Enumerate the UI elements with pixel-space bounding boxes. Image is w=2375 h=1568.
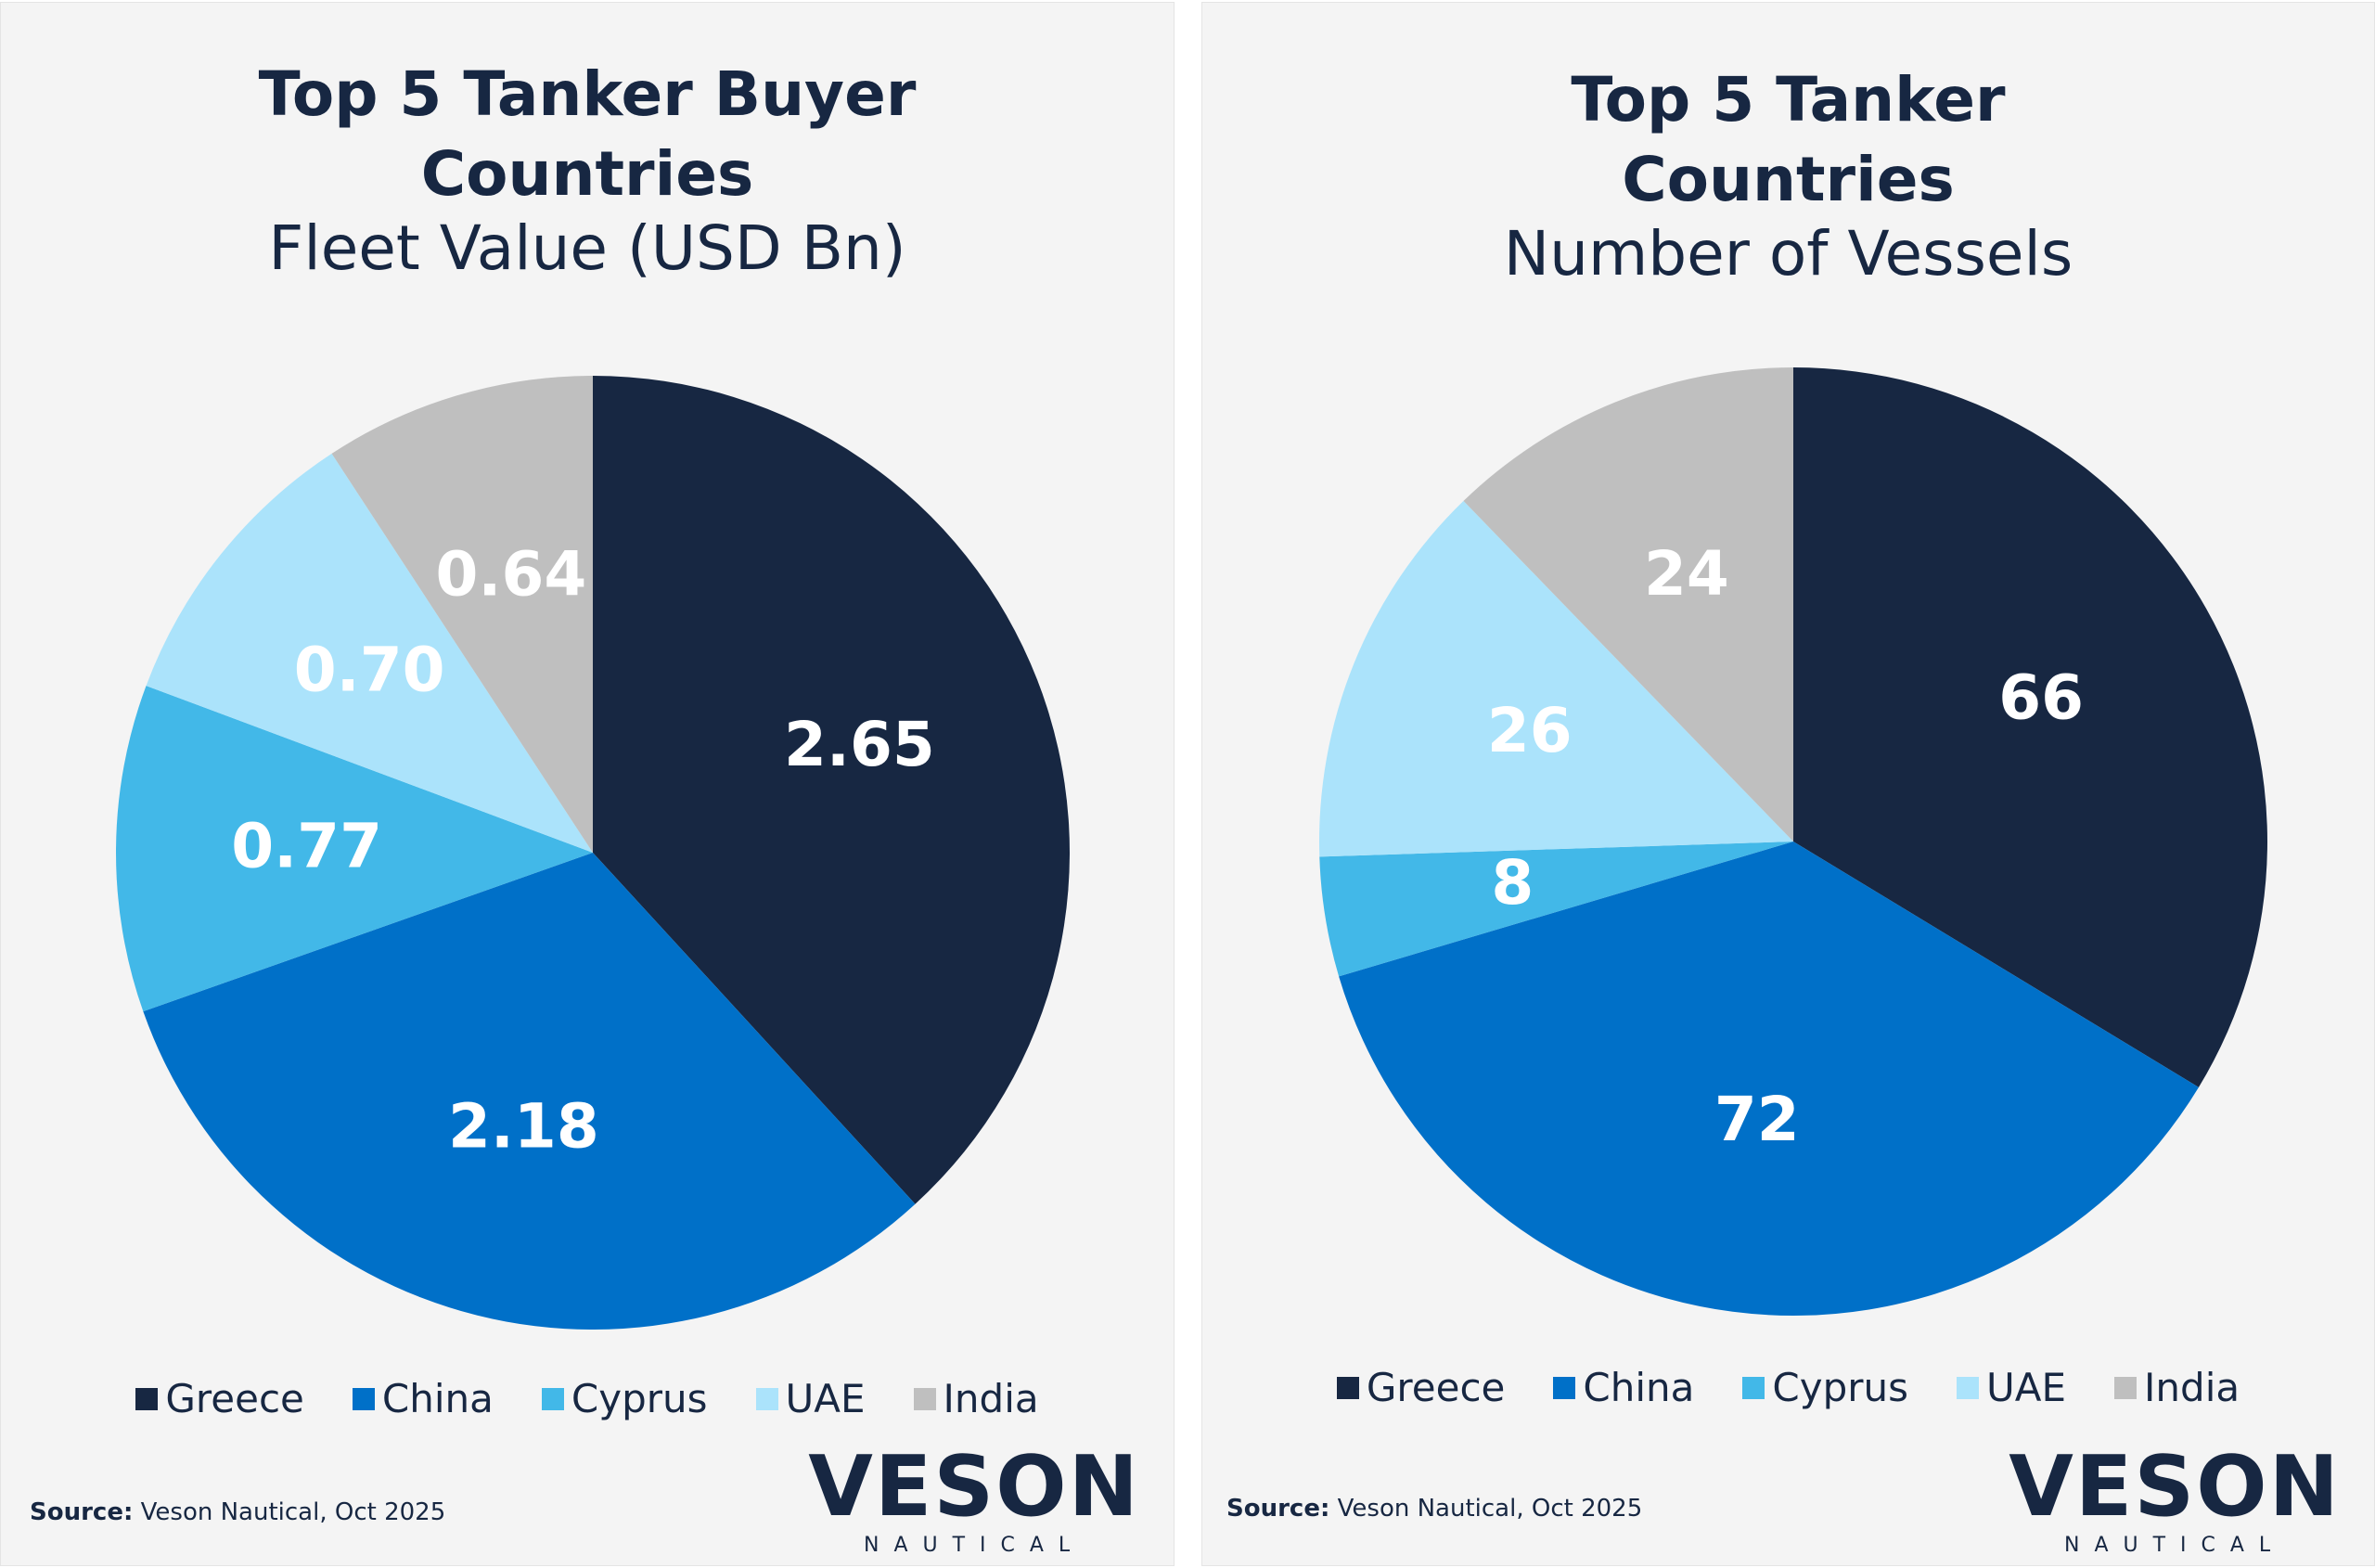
- pie-slice: [1319, 500, 1793, 857]
- slice-label: 24: [1644, 538, 1729, 610]
- slice-label: 0.70: [294, 634, 445, 705]
- source-text: Veson Nautical, Oct 2025: [1337, 1495, 1643, 1523]
- legend-swatch: [1742, 1376, 1765, 1399]
- legend: Greece China Cyprus UAE India: [1202, 1365, 2374, 1410]
- legend-swatch: [541, 1387, 564, 1410]
- legend-label: Cyprus: [571, 1376, 708, 1421]
- legend-item: China: [352, 1376, 494, 1421]
- source-note: Source: Veson Nautical, Oct 2025: [1226, 1495, 1642, 1523]
- pie-slice: [116, 686, 593, 1012]
- slice-label: 66: [1998, 662, 2084, 734]
- legend-label: UAE: [785, 1376, 866, 1421]
- legend-swatch: [1336, 1376, 1359, 1399]
- legend-swatch: [2114, 1376, 2138, 1399]
- chart-title: Top 5 Tanker Buyer Countries: [258, 58, 917, 210]
- chart-subtitle: Number of Vessels: [1503, 218, 2073, 289]
- legend-swatch: [755, 1387, 778, 1410]
- source-text: Veson Nautical, Oct 2025: [140, 1498, 446, 1526]
- legend-swatch: [135, 1387, 159, 1410]
- chart-panel: 66 72 8 26 24 Top 5 Tanker Countries Number of…: [1201, 2, 2375, 1566]
- legend-label: China: [1583, 1365, 1695, 1410]
- pie-slice: [1793, 367, 2267, 1087]
- chart-panel: 2.65 2.18 0.77 0.70 0.64 Top 5 Tanker Buyer C…: [0, 2, 1175, 1566]
- legend: Greece China Cyprus UAE India: [1, 1376, 1174, 1421]
- pie-slice: [593, 376, 1071, 1204]
- legend-label: India: [2144, 1365, 2240, 1410]
- logo-name: VESON: [2009, 1438, 2341, 1536]
- logo: VESON NAUTICAL: [808, 1438, 1140, 1558]
- legend-item: India: [913, 1376, 1039, 1421]
- pie-slice: [331, 376, 593, 853]
- slice-label: 8: [1491, 847, 1534, 919]
- logo-tagline: NAUTICAL: [863, 1534, 1085, 1557]
- legend-item: India: [2114, 1365, 2240, 1410]
- slice-label: 72: [1714, 1084, 1800, 1155]
- slice-label: 26: [1487, 695, 1573, 766]
- legend-item: UAE: [1957, 1365, 2066, 1410]
- source-label: Source:: [30, 1498, 134, 1526]
- legend-label: UAE: [1986, 1365, 2067, 1410]
- legend-label: Greece: [165, 1376, 304, 1421]
- legend-swatch: [1553, 1376, 1576, 1399]
- legend-item: Cyprus: [541, 1376, 708, 1421]
- legend-swatch: [352, 1387, 375, 1410]
- legend-label: Cyprus: [1772, 1365, 1909, 1410]
- legend-label: Greece: [1366, 1365, 1506, 1410]
- source-label: Source:: [1226, 1495, 1330, 1523]
- slice-label: 0.77: [231, 810, 382, 881]
- legend-item: Greece: [135, 1376, 304, 1421]
- pie-slice: [1463, 367, 1793, 842]
- pie-chart: 66 72 8 26 24: [1319, 367, 2267, 1316]
- legend-swatch: [1957, 1376, 1980, 1399]
- legend-item: Cyprus: [1742, 1365, 1908, 1410]
- logo-tagline: NAUTICAL: [2063, 1534, 2286, 1557]
- pie-chart: 2.65 2.18 0.77 0.70 0.64: [116, 376, 1071, 1330]
- legend-label: China: [381, 1376, 494, 1421]
- legend-label: India: [943, 1376, 1039, 1421]
- legend-swatch: [913, 1387, 936, 1410]
- logo-name: VESON: [808, 1438, 1140, 1536]
- chart-subtitle: Fleet Value (USD Bn): [268, 212, 906, 284]
- pie-slice: [1319, 842, 1793, 977]
- pie-slice: [1339, 842, 2199, 1316]
- chart-title: Top 5 Tanker Countries: [1571, 64, 2006, 215]
- logo: VESON NAUTICAL: [2009, 1438, 2341, 1558]
- pie-slice: [143, 853, 916, 1330]
- slice-label: 0.64: [435, 539, 586, 610]
- legend-item: Greece: [1336, 1365, 1506, 1410]
- source-note: Source: Veson Nautical, Oct 2025: [30, 1498, 445, 1526]
- legend-item: China: [1553, 1365, 1694, 1410]
- legend-item: UAE: [755, 1376, 866, 1421]
- slice-label: 2.65: [784, 709, 935, 780]
- slice-label: 2.18: [448, 1090, 599, 1162]
- pie-slice: [146, 453, 594, 853]
